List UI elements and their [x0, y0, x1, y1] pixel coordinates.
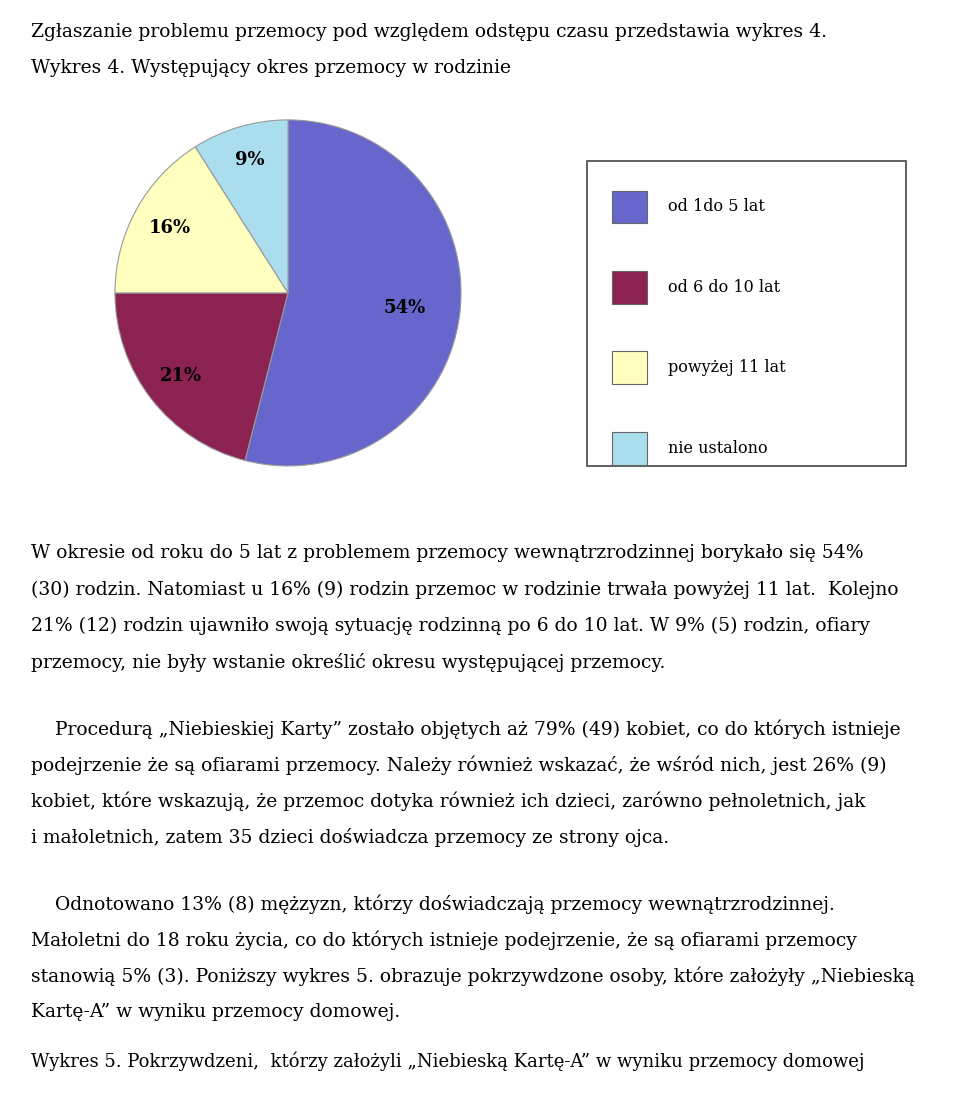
Text: od 1do 5 lat: od 1do 5 lat: [668, 198, 765, 216]
Text: Procedurą „Niebieskiej Karty” zostało objętych aż 79% (49) kobiet, co do których: Procedurą „Niebieskiej Karty” zostało ob…: [31, 719, 900, 739]
Text: 9%: 9%: [234, 151, 264, 169]
Text: przemocy, nie były wstanie określić okresu występującej przemocy.: przemocy, nie były wstanie określić okre…: [31, 653, 665, 671]
Wedge shape: [195, 119, 288, 292]
FancyBboxPatch shape: [612, 191, 647, 223]
Text: Zgłaszanie problemu przemocy pod względem odstępu czasu przedstawia wykres 4.: Zgłaszanie problemu przemocy pod względe…: [31, 23, 827, 41]
Text: 21% (12) rodzin ujawniło swoją sytuację rodzinną po 6 do 10 lat. W 9% (5) rodzin: 21% (12) rodzin ujawniło swoją sytuację …: [31, 616, 870, 635]
Text: powyżej 11 lat: powyżej 11 lat: [668, 359, 786, 377]
FancyBboxPatch shape: [612, 433, 647, 465]
Text: Kartę-A” w wyniku przemocy domowej.: Kartę-A” w wyniku przemocy domowej.: [31, 1003, 400, 1021]
Text: i małoletnich, zatem 35 dzieci doświadcza przemocy ze strony ojca.: i małoletnich, zatem 35 dzieci doświadcz…: [31, 828, 669, 846]
Text: kobiet, które wskazują, że przemoc dotyka również ich dzieci, zarówno pełnoletni: kobiet, które wskazują, że przemoc dotyk…: [31, 792, 865, 811]
Text: 16%: 16%: [149, 219, 191, 237]
Text: Wykres 5. Pokrzywdzeni,  którzy założyli „Niebieską Kartę-A” w wyniku przemocy d: Wykres 5. Pokrzywdzeni, którzy założyli …: [31, 1051, 864, 1071]
Text: W okresie od roku do 5 lat z problemem przemocy wewnątrzrodzinnej borykało się 5: W okresie od roku do 5 lat z problemem p…: [31, 544, 863, 562]
Text: stanowią 5% (3). Poniższy wykres 5. obrazuje pokrzywdzone osoby, które założyły : stanowią 5% (3). Poniższy wykres 5. obra…: [31, 967, 915, 987]
Text: 21%: 21%: [160, 367, 203, 384]
FancyBboxPatch shape: [612, 351, 647, 384]
Text: Odnotowano 13% (8) mężzyzn, którzy doświadczają przemocy wewnątrzrodzinnej.: Odnotowano 13% (8) mężzyzn, którzy doświ…: [31, 895, 834, 914]
Text: (30) rodzin. Natomiast u 16% (9) rodzin przemoc w rodzinie trwała powyżej 11 lat: (30) rodzin. Natomiast u 16% (9) rodzin …: [31, 580, 899, 599]
Text: Małoletni do 18 roku życia, co do których istnieje podejrzenie, że są ofiarami p: Małoletni do 18 roku życia, co do któryc…: [31, 931, 856, 950]
FancyBboxPatch shape: [612, 272, 647, 304]
Text: 54%: 54%: [384, 299, 426, 316]
Text: od 6 do 10 lat: od 6 do 10 lat: [668, 279, 780, 296]
FancyBboxPatch shape: [587, 161, 906, 466]
Text: Wykres 4. Występujący okres przemocy w rodzinie: Wykres 4. Występujący okres przemocy w r…: [31, 59, 511, 77]
Text: podejrzenie że są ofiarami przemocy. Należy również wskazać, że wśród nich, jest: podejrzenie że są ofiarami przemocy. Nal…: [31, 756, 886, 775]
Text: nie ustalono: nie ustalono: [668, 440, 768, 457]
Wedge shape: [115, 147, 288, 292]
Wedge shape: [245, 119, 461, 465]
Wedge shape: [115, 292, 288, 461]
